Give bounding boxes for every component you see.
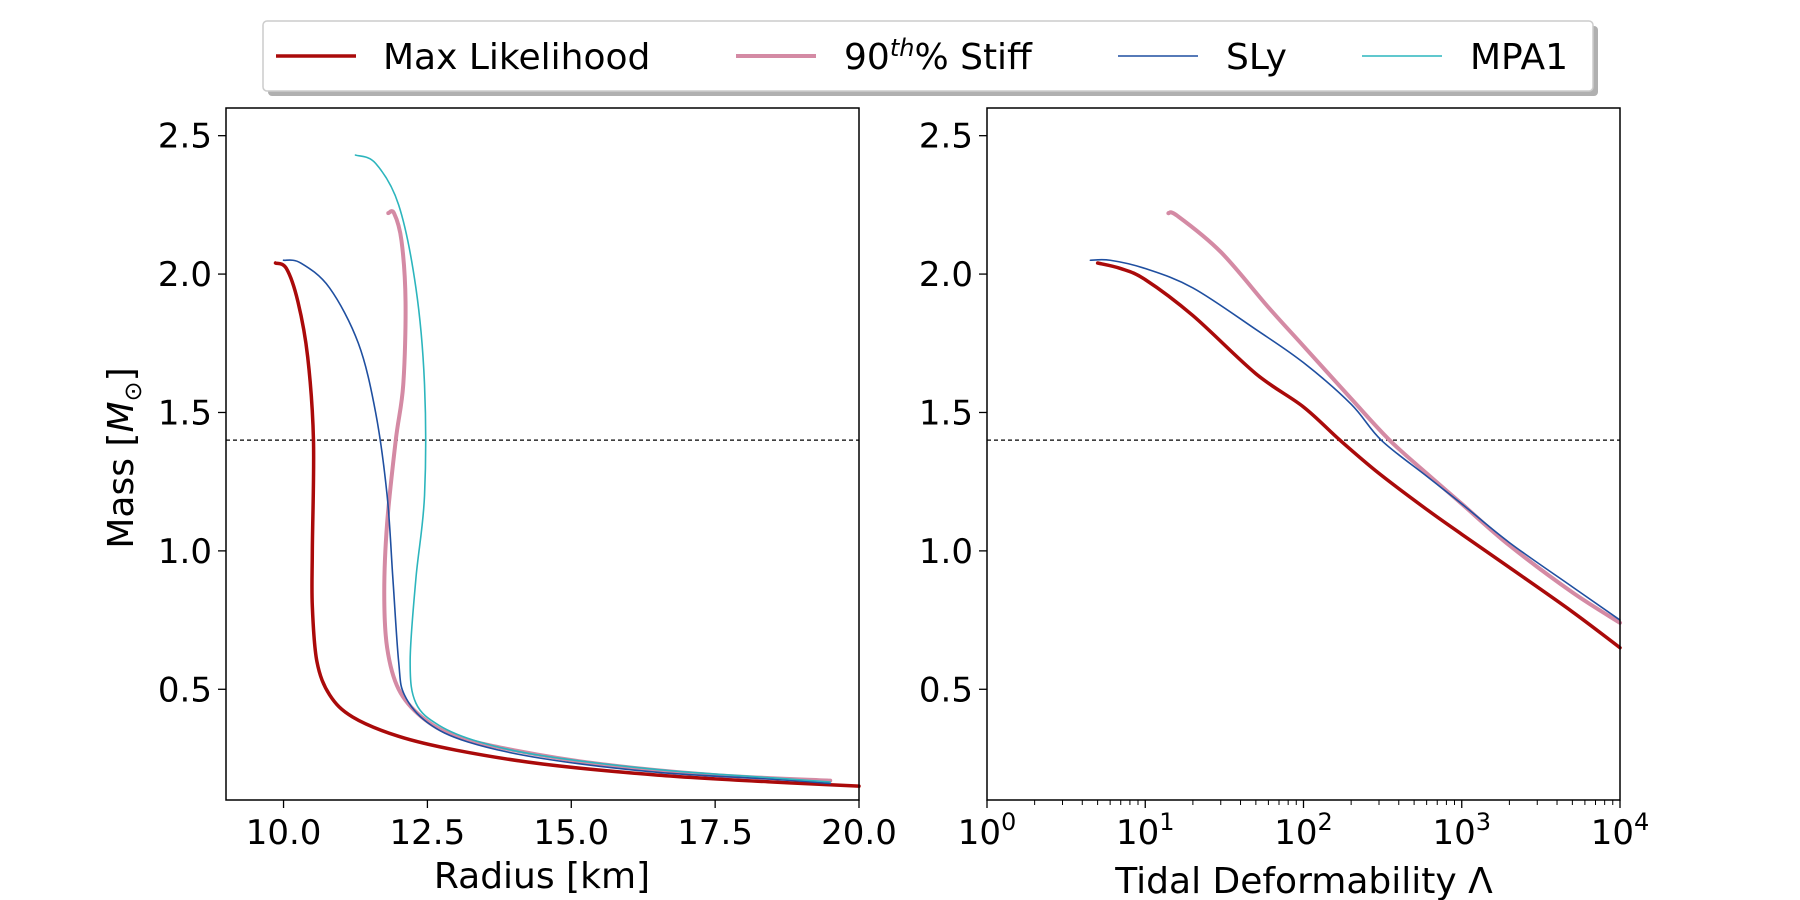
right-ytick-label: 0.5 xyxy=(919,670,973,710)
right-series-max-likelihood xyxy=(1095,261,1622,650)
right-xtick-label: 101 xyxy=(1116,808,1175,853)
mass-axis-label: Mass [M⊙] xyxy=(101,367,147,548)
left-ytick-label: 1.0 xyxy=(158,532,212,572)
mass-axis-label-suffix: ] xyxy=(101,367,142,381)
left-xtick-label: 10.0 xyxy=(246,813,322,853)
left-ytick-label: 2.5 xyxy=(158,117,212,157)
right-series-90th-stiff xyxy=(1166,210,1622,625)
legend-label-90th-prefix: 90 xyxy=(844,37,890,78)
right-xtick-label: 100 xyxy=(958,808,1017,853)
legend-frame xyxy=(262,20,1594,92)
left-series-mpa1 xyxy=(354,154,832,783)
right-xtick-base: 10 xyxy=(1116,813,1159,853)
mass-axis-label-symbol: M xyxy=(101,401,142,432)
legend-label-mpa1: MPA1 xyxy=(1470,37,1568,78)
legend-label-sly: SLy xyxy=(1226,37,1287,78)
tidal-axis-label: Tidal Deformability Λ xyxy=(1114,861,1493,900)
right-xtick-exp: 2 xyxy=(1317,808,1332,836)
right-xtick-base: 10 xyxy=(1274,813,1317,853)
mass-axis-label-prefix: Mass [ xyxy=(101,433,142,549)
left-xtick-label: 20.0 xyxy=(821,813,897,853)
left-ytick-label: 1.5 xyxy=(158,393,212,433)
legend-label-90th-suffix: % Stiff xyxy=(914,37,1033,78)
legend-label-max-likelihood: Max Likelihood xyxy=(383,37,650,78)
right-xtick-base: 10 xyxy=(1432,813,1475,853)
right-ytick-label: 2.5 xyxy=(919,117,973,157)
legend: Max Likelihood 90th% Stiff SLy MPA1 xyxy=(262,20,1598,96)
right-xtick-label: 103 xyxy=(1432,808,1491,853)
right-xtick-base: 10 xyxy=(958,813,1001,853)
left-ticks: 0.5 1.0 1.5 2.0 2.5 10.0 12.5 15.0 17.5 20.0 xyxy=(158,117,897,853)
right-xtick-base: 10 xyxy=(1591,813,1634,853)
left-ytick-label: 0.5 xyxy=(158,670,212,710)
left-series-90th-stiff xyxy=(382,209,833,783)
left-ytick-label: 2.0 xyxy=(158,255,212,295)
mass-radius-panel: Mass [M⊙] 0.5 1.0 1.5 2.0 2.5 10.0 12.5 15.0 17.… xyxy=(101,107,897,897)
left-series-max-likelihood xyxy=(273,261,861,788)
left-series-sly xyxy=(282,259,832,785)
mass-axis-label-sub: ⊙ xyxy=(119,381,147,401)
right-series-sly xyxy=(1089,258,1621,621)
right-xtick-label: 104 xyxy=(1591,808,1650,853)
legend-label-90th-stiff: 90th% Stiff xyxy=(844,34,1033,78)
right-xtick-label: 102 xyxy=(1274,808,1333,853)
right-ytick-label: 1.5 xyxy=(919,393,973,433)
left-xtick-label: 15.0 xyxy=(533,813,609,853)
left-xtick-label: 17.5 xyxy=(677,813,753,853)
left-axes-frame xyxy=(225,107,860,801)
radius-axis-label: Radius [km] xyxy=(434,856,650,897)
right-ytick-label: 2.0 xyxy=(919,255,973,295)
legend-label-90th-sup: th xyxy=(890,34,915,62)
left-series-group xyxy=(273,154,861,788)
right-xtick-exp: 3 xyxy=(1476,808,1491,836)
right-xtick-exp: 1 xyxy=(1159,808,1174,836)
right-series-group xyxy=(1089,210,1622,650)
right-ytick-label: 1.0 xyxy=(919,532,973,572)
right-xtick-exp: 4 xyxy=(1634,808,1649,836)
right-axes-frame xyxy=(986,107,1621,801)
right-xtick-exp: 0 xyxy=(1001,808,1016,836)
left-xtick-label: 12.5 xyxy=(390,813,466,853)
